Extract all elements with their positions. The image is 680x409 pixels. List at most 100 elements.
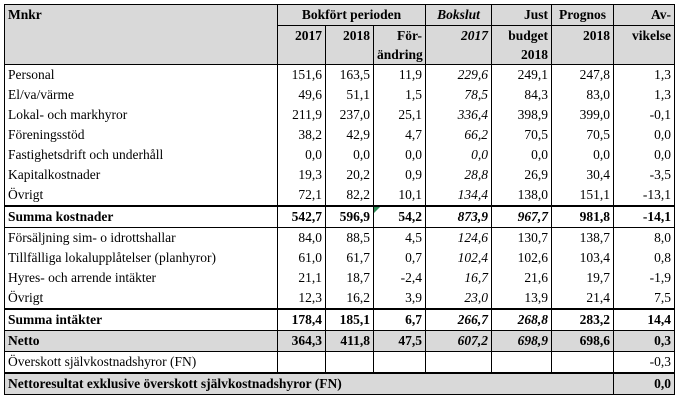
- cell-bokslut: 28,8: [425, 165, 493, 185]
- row-label: Lokal- och markhyror: [4, 105, 278, 125]
- cell-avvikelse: -1,9: [613, 268, 676, 288]
- row-label: Överskott självkostnadshyror (FN): [4, 351, 278, 374]
- cell-2017: 211,9: [277, 105, 326, 125]
- cell-change: 54,2: [372, 205, 427, 228]
- cell-2018: 0,0: [325, 145, 374, 165]
- cost-row: El/va/värme 49,6 51,1 1,5 78,5 84,3 83,0 1,3: [4, 85, 676, 105]
- netto-row: Netto 364,3 411,8 47,5 607,2 698,9 698,6 0,3: [4, 330, 676, 352]
- cell-avvikelse: -3,5: [613, 165, 676, 185]
- cell-2018: 16,2: [325, 288, 374, 309]
- summa-intakter-row: Summa intäkter 178,4 185,1 6,7 266,7 268,8 283…: [4, 308, 676, 331]
- empty-cell: [325, 351, 374, 374]
- header-bokfort-perioden: Bokfört perioden: [276, 4, 427, 26]
- cell-bokslut: 873,9: [425, 205, 493, 228]
- row-label: Övrigt: [4, 288, 278, 309]
- cell-bokslut: 266,7: [425, 308, 493, 331]
- cell-2018: 18,7: [325, 268, 374, 288]
- cell-2017: 12,3: [277, 288, 326, 309]
- cell-change: 25,1: [372, 105, 427, 125]
- header-bokslut-year: 2017: [425, 25, 493, 65]
- cell-bokslut: 16,7: [425, 268, 493, 288]
- header-mnkr: Mnkr: [4, 4, 278, 65]
- cell-bokslut: 134,4: [425, 185, 493, 206]
- cell-avvikelse: -14,1: [613, 205, 676, 228]
- cell-budget: 102,6: [491, 248, 553, 268]
- cell-prognos: 19,7: [551, 268, 615, 288]
- cell-bokslut: 0,0: [425, 145, 493, 165]
- cell-prognos: 83,0: [551, 85, 615, 105]
- summa-kostnader-row: Summa kostnader 542,7 596,9 54,2 873,9 967,7 9…: [4, 205, 676, 228]
- cell-2017: 19,3: [277, 165, 326, 185]
- cost-row: Personal 151,6 163,5 11,9 229,6 249,1 247,8 1,3: [4, 64, 676, 85]
- cell-2017: 61,0: [277, 248, 326, 268]
- cell-change: 4,5: [372, 227, 427, 248]
- cell-2018: 51,1: [325, 85, 374, 105]
- cell-budget: 138,0: [491, 185, 553, 206]
- cell-2018: 596,9: [325, 205, 374, 228]
- budget-table: Mnkr Bokfört perioden Bokslut Just Progn…: [3, 4, 676, 395]
- row-label: Fastighetsdrift och underhåll: [4, 145, 278, 165]
- cell-avvikelse: 0,8: [613, 248, 676, 268]
- cell-2018: 82,2: [325, 185, 374, 206]
- cell-prognos: 283,2: [551, 308, 615, 331]
- header-year-2018: 2018: [325, 25, 374, 65]
- header-just-budget-year: budget 2018: [491, 25, 553, 65]
- row-label: Summa kostnader: [4, 205, 278, 228]
- row-label: Försäljning sim- o idrottshallar: [4, 227, 278, 248]
- cell-budget: 26,9: [491, 165, 553, 185]
- cell-prognos: 981,8: [551, 205, 615, 228]
- cell-change: 4,7: [372, 125, 427, 145]
- cell-prognos: 103,4: [551, 248, 615, 268]
- header-bokslut: Bokslut: [425, 4, 493, 26]
- empty-cell: [372, 351, 427, 374]
- cell-change: 10,1: [372, 185, 427, 206]
- header-prognos-year: 2018: [551, 25, 615, 65]
- cell-avvikelse: 0,3: [613, 330, 676, 352]
- cell-avvikelse: 14,4: [613, 308, 676, 331]
- header-year-2017: 2017: [277, 25, 326, 65]
- cell-2017: 49,6: [277, 85, 326, 105]
- cell-2017: 151,6: [277, 64, 326, 85]
- cell-change: 47,5: [372, 330, 427, 352]
- cell-budget: 84,3: [491, 85, 553, 105]
- row-label: Summa intäkter: [4, 308, 278, 331]
- cell-2018: 88,5: [325, 227, 374, 248]
- cell-avvikelse: -13,1: [613, 185, 676, 206]
- cell-2017: 0,0: [277, 145, 326, 165]
- header-forandring: För-ändring: [372, 25, 427, 65]
- row-label: Nettoresultat exklusive överskott självk…: [3, 372, 615, 395]
- cell-avvikelse: 0,0: [613, 125, 676, 145]
- cell-prognos: 151,1: [551, 185, 615, 206]
- overskott-row: Överskott självkostnadshyror (FN) -0,3: [4, 351, 676, 374]
- cell-avvikelse: -0,3: [613, 351, 676, 374]
- cell-prognos: 138,7: [551, 227, 615, 248]
- cell-2018: 411,8: [325, 330, 374, 352]
- cell-2017: 364,3: [277, 330, 326, 352]
- cell-change: 1,5: [372, 85, 427, 105]
- empty-cell: [425, 351, 493, 374]
- income-row: Försäljning sim- o idrottshallar 84,0 88,5…: [4, 227, 676, 248]
- cell-2017: 542,7: [277, 205, 326, 228]
- cell-bokslut: 229,6: [425, 64, 493, 85]
- cell-2018: 20,2: [325, 165, 374, 185]
- row-label: Netto: [4, 330, 278, 352]
- header-avvikelse: Av-: [613, 4, 676, 26]
- cell-2018: 163,5: [325, 64, 374, 85]
- cell-change: -2,4: [372, 268, 427, 288]
- cell-2018: 185,1: [325, 308, 374, 331]
- cell-budget: 13,9: [491, 288, 553, 309]
- cost-row: Övrigt 72,1 82,2 10,1 134,4 138,0 151,1 -13,1: [4, 185, 676, 206]
- row-label: Föreningsstöd: [4, 125, 278, 145]
- cell-bokslut: 607,2: [425, 330, 493, 352]
- cell-avvikelse: 0,0: [613, 145, 676, 165]
- row-label: El/va/värme: [4, 85, 278, 105]
- cell-change: 0,7: [372, 248, 427, 268]
- empty-cell: [277, 351, 326, 374]
- cell-budget: 0,0: [491, 145, 553, 165]
- cell-bokslut: 336,4: [425, 105, 493, 125]
- cell-budget: 398,9: [491, 105, 553, 125]
- cell-change: 6,7: [372, 308, 427, 331]
- cell-budget: 268,8: [491, 308, 553, 331]
- row-label: Hyres- och arrende intäkter: [4, 268, 278, 288]
- cell-2017: 84,0: [277, 227, 326, 248]
